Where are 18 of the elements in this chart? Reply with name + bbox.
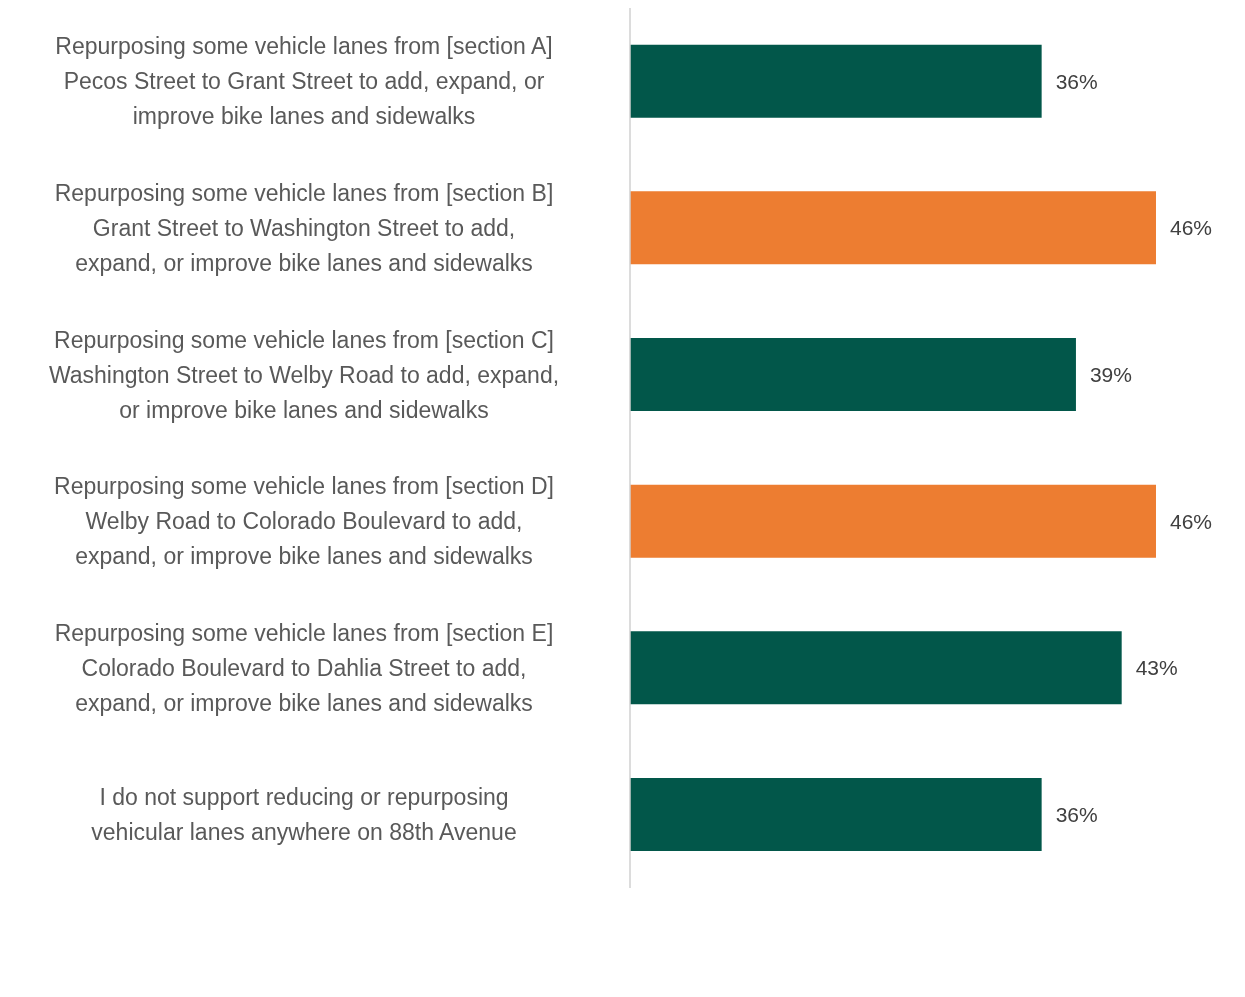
bar [630, 191, 1156, 265]
data-label: 43% [1135, 656, 1178, 680]
y-tick-label: Repurposing some vehicle lanes from [section C] Washington Street to Welby Road to add, expand, or improve bike lanes and sidewalks [48, 326, 560, 423]
bar [630, 778, 1042, 851]
y-tick-label: Repurposing some vehicle lanes from [section E] Colorado Boulevard to Dahlia Street to add, expand, or improve bike lanes and sidewalks [54, 620, 554, 716]
data-label: 39% [1089, 362, 1132, 386]
y-tick-label: Repurposing some vehicle lanes from [section B] Grant Street to Washington Street to add, expand, or improve bike lanes and sidewalks [54, 180, 554, 276]
bar [630, 338, 1076, 411]
data-label: 46% [1169, 216, 1213, 240]
bar [630, 484, 1156, 558]
data-label: 46% [1169, 509, 1213, 533]
bar [630, 631, 1122, 705]
data-label: 36% [1055, 802, 1098, 826]
bar [630, 44, 1042, 118]
y-tick-label: Repurposing some vehicle lanes from [section A] Pecos Street to Grant Street to add, expand, or improve bike lanes and sidewalks [55, 33, 553, 130]
y-tick-label: Repurposing some vehicle lanes from [section D] Welby Road to Colorado Boulevard to add, expand, or improve bike lanes and sidewalks [54, 473, 554, 570]
data-label: 36% [1055, 69, 1098, 93]
y-tick-label: I do not support reducing or repurposing vehicular lanes anywhere on 88th Avenue [91, 784, 517, 846]
